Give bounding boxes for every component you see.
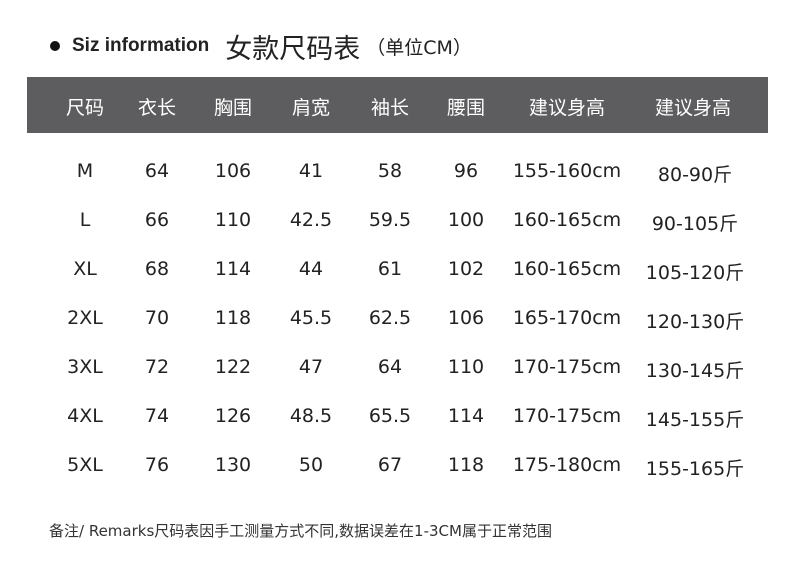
table-row: 4XL 74 126 48.5 65.5 114 170-175cm 145-155斤 xyxy=(0,405,790,435)
table-cell: 58 xyxy=(377,160,403,182)
column-header: 建议身高 xyxy=(654,97,732,119)
table-cell: 170-175cm xyxy=(512,356,622,378)
table-cell: 61 xyxy=(377,258,403,280)
table-cell: 145-155斤 xyxy=(645,409,745,431)
table-cell: M xyxy=(76,160,94,182)
table-header: 尺码 衣长 胸围 肩宽 袖长 腰围 建议身高 建议身高 xyxy=(27,77,768,133)
table-cell: 65.5 xyxy=(368,405,412,427)
title-english: Siz information xyxy=(72,35,210,56)
table-cell: 47 xyxy=(298,356,324,378)
table-cell: 67 xyxy=(377,454,403,476)
table-cell: 42.5 xyxy=(289,209,333,231)
table-row: 3XL 72 122 47 64 110 170-175cm 130-145斤 xyxy=(0,356,790,386)
table-cell: 48.5 xyxy=(289,405,333,427)
table-cell: 76 xyxy=(144,454,170,476)
table-cell: 118 xyxy=(447,454,485,476)
table-cell: 3XL xyxy=(67,356,103,378)
table-cell: 64 xyxy=(377,356,403,378)
table-cell: L xyxy=(79,209,91,231)
table-cell: 160-165cm xyxy=(512,258,622,280)
table-cell: 160-165cm xyxy=(512,209,622,231)
column-header: 腰围 xyxy=(446,97,486,119)
table-cell: 120-130斤 xyxy=(645,311,745,333)
table-cell: 122 xyxy=(214,356,252,378)
table-cell: XL xyxy=(73,258,97,280)
table-row: 5XL 76 130 50 67 118 175-180cm 155-165斤 xyxy=(0,454,790,484)
table-cell: 155-165斤 xyxy=(645,458,745,480)
table-cell: 96 xyxy=(453,160,479,182)
column-header: 衣长 xyxy=(137,97,177,119)
column-header: 建议身高 xyxy=(528,97,606,119)
table-cell: 118 xyxy=(214,307,252,329)
table-cell: 170-175cm xyxy=(512,405,622,427)
table-cell: 100 xyxy=(447,209,485,231)
table-cell: 106 xyxy=(447,307,485,329)
table-cell: 175-180cm xyxy=(512,454,622,476)
table-cell: 50 xyxy=(298,454,324,476)
table-cell: 102 xyxy=(447,258,485,280)
table-row: M 64 106 41 58 96 155-160cm 80-90斤 xyxy=(0,160,790,190)
column-header: 肩宽 xyxy=(291,97,331,119)
title-unit: （单位CM） xyxy=(366,36,472,59)
table-cell: 70 xyxy=(144,307,170,329)
table-cell: 155-160cm xyxy=(512,160,622,182)
table-cell: 126 xyxy=(214,405,252,427)
table-row: 2XL 70 118 45.5 62.5 106 165-170cm 120-130斤 xyxy=(0,307,790,337)
table-cell: 64 xyxy=(144,160,170,182)
column-header: 胸围 xyxy=(213,97,253,119)
table-cell: 90-105斤 xyxy=(651,213,739,235)
column-header: 袖长 xyxy=(370,97,410,119)
title-chinese: 女款尺码表 xyxy=(225,33,361,65)
column-header: 尺码 xyxy=(65,97,105,119)
remarks-note: 备注/ Remarks尺码表因手工测量方式不同,数据误差在1-3CM属于正常范围 xyxy=(49,522,552,540)
table-cell: 62.5 xyxy=(368,307,412,329)
table-cell: 41 xyxy=(298,160,324,182)
table-cell: 130 xyxy=(214,454,252,476)
table-cell: 80-90斤 xyxy=(657,164,733,186)
table-row: L 66 110 42.5 59.5 100 160-165cm 90-105斤 xyxy=(0,209,790,239)
bullet-icon xyxy=(50,41,60,51)
table-cell: 74 xyxy=(144,405,170,427)
table-cell: 130-145斤 xyxy=(645,360,745,382)
table-cell: 68 xyxy=(144,258,170,280)
table-cell: 106 xyxy=(214,160,252,182)
table-cell: 165-170cm xyxy=(512,307,622,329)
table-cell: 59.5 xyxy=(368,209,412,231)
table-cell: 45.5 xyxy=(289,307,333,329)
table-cell: 114 xyxy=(447,405,485,427)
table-row: XL 68 114 44 61 102 160-165cm 105-120斤 xyxy=(0,258,790,288)
table-cell: 72 xyxy=(144,356,170,378)
page-title: Siz information 女款尺码表 （单位CM） xyxy=(50,26,472,66)
table-cell: 110 xyxy=(447,356,485,378)
table-cell: 44 xyxy=(298,258,324,280)
table-cell: 66 xyxy=(144,209,170,231)
table-cell: 5XL xyxy=(67,454,103,476)
table-cell: 110 xyxy=(214,209,252,231)
table-cell: 4XL xyxy=(67,405,103,427)
table-cell: 2XL xyxy=(67,307,103,329)
table-cell: 105-120斤 xyxy=(645,262,745,284)
table-cell: 114 xyxy=(214,258,252,280)
